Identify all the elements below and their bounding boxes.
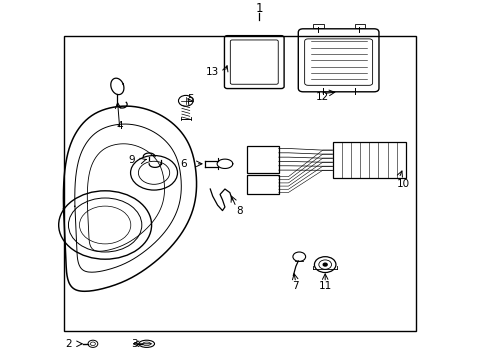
Bar <box>312 24 323 28</box>
Text: 2: 2 <box>65 339 72 349</box>
Circle shape <box>323 263 326 266</box>
Text: 1: 1 <box>255 3 263 15</box>
Text: 12: 12 <box>315 92 329 102</box>
Text: 10: 10 <box>396 179 409 189</box>
Text: 6: 6 <box>180 159 186 169</box>
Bar <box>246 175 278 194</box>
Text: 3: 3 <box>131 339 138 349</box>
Text: 5: 5 <box>187 94 194 104</box>
Bar <box>354 24 365 28</box>
Text: 8: 8 <box>236 206 243 216</box>
Bar <box>332 142 405 178</box>
Text: 11: 11 <box>318 281 331 291</box>
Text: 9: 9 <box>128 155 135 165</box>
Bar <box>246 146 278 173</box>
Text: 13: 13 <box>205 67 219 77</box>
Text: 4: 4 <box>116 121 123 131</box>
Bar <box>63 36 415 331</box>
Text: 7: 7 <box>292 281 299 291</box>
